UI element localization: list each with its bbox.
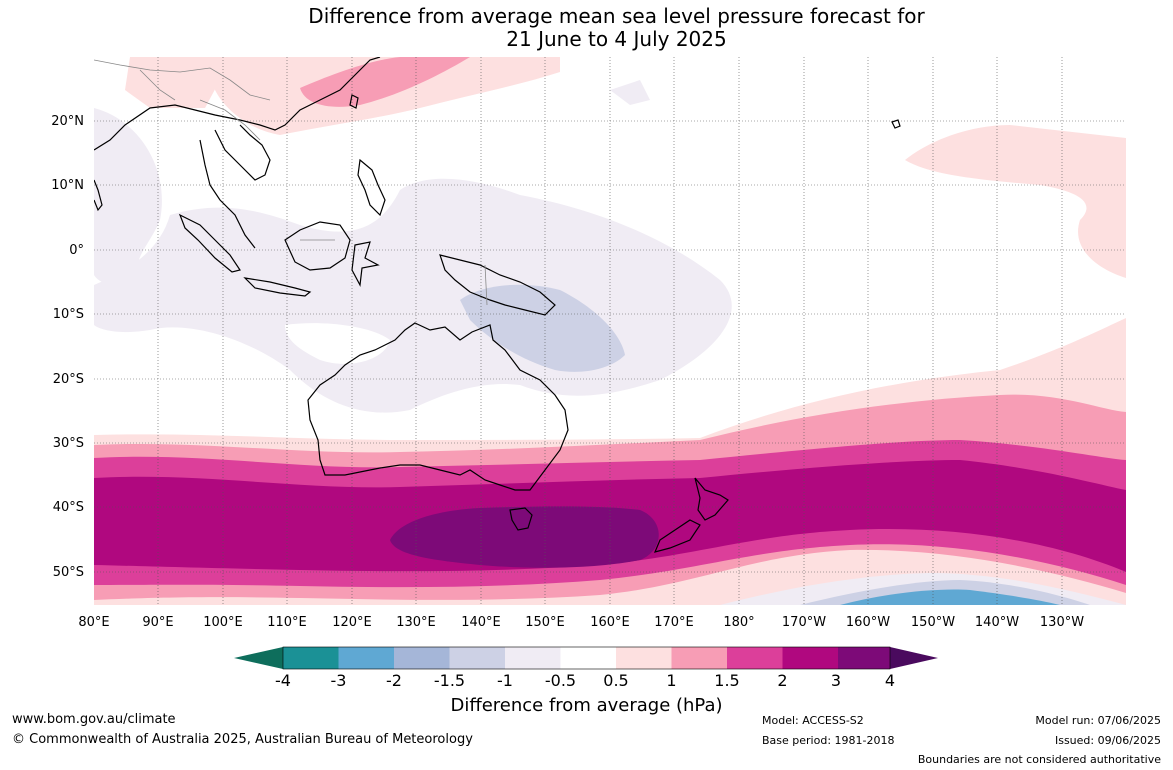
- nz-south-island-coast: [653, 519, 701, 553]
- lat-label: 40°S: [53, 500, 84, 515]
- ne-pacific-positive-anomaly: [905, 125, 1126, 278]
- lon-label: 170°E: [654, 615, 694, 630]
- far-south-negative-core: [840, 589, 1060, 605]
- southern-band-3: [390, 506, 659, 568]
- colorbar-tick-label: 4: [885, 671, 895, 690]
- lon-label: 100°E: [203, 615, 243, 630]
- sulawesi-coast: [351, 241, 380, 287]
- colorbar-tick-label: -4: [275, 671, 291, 690]
- colorbar-tick-label: -1: [497, 671, 513, 690]
- copyright-notice: © Commonwealth of Australia 2025, Austra…: [12, 732, 473, 747]
- country-borders: [94, 59, 488, 306]
- lon-label: 140°E: [461, 615, 501, 630]
- colorbar-swatch: [505, 647, 561, 669]
- lat-label: 20°S: [53, 372, 84, 387]
- colorbar-min-arrow: [234, 647, 283, 669]
- colorbar-swatch: [671, 647, 727, 669]
- lon-label: 160°W: [846, 615, 890, 630]
- taiwan-coast: [349, 94, 359, 109]
- asia-coast: [94, 57, 381, 151]
- lat-label: 20°N: [51, 114, 84, 129]
- pacific-weak-negative-patch: [610, 80, 650, 105]
- colorbar-max-arrow: [890, 647, 938, 669]
- borneo-coast: [284, 221, 351, 271]
- philippines-coast: [357, 158, 386, 217]
- colorbar-tick-label: 3: [831, 671, 841, 690]
- lon-label: 170°W: [782, 615, 826, 630]
- colorbar-swatch: [394, 647, 450, 669]
- india-coast: [94, 179, 103, 212]
- colorbar-swatch: [727, 647, 783, 669]
- bom-website-link[interactable]: www.bom.gov.au/climate: [12, 712, 176, 727]
- indian-ocean-weak-negative: [94, 108, 162, 286]
- lat-label: 0°: [69, 243, 84, 258]
- new-guinea-coast: [439, 254, 556, 316]
- colorbar-tick-label: 1.5: [714, 671, 739, 690]
- colorbar-swatch: [838, 647, 890, 669]
- nz-north-island-coast: [694, 477, 729, 521]
- tasmania-coast: [509, 507, 533, 531]
- lon-label: 160°E: [590, 615, 630, 630]
- colorbar-swatch: [338, 647, 394, 669]
- model-run-date: Model run: 07/06/2025: [1035, 714, 1161, 727]
- colorbar-tick-label: 0.5: [603, 671, 628, 690]
- colorbar-outline: [282, 646, 891, 670]
- lat-label: 50°S: [53, 565, 84, 580]
- anomaly-field: [94, 57, 1126, 605]
- java-coast: [243, 277, 312, 297]
- lon-label: 150°W: [911, 615, 955, 630]
- model-name: Model: ACCESS-S2: [762, 714, 864, 727]
- colorbar-tick-label: -2: [386, 671, 402, 690]
- lat-label: 30°S: [53, 436, 84, 451]
- lon-label: 130°E: [396, 615, 436, 630]
- colorbar-swatch: [560, 647, 616, 669]
- colorbar-tick-label: -3: [331, 671, 347, 690]
- lon-label: 90°E: [142, 615, 173, 630]
- lon-label: 130°W: [1040, 615, 1084, 630]
- colorbar: -4 -3 -2 -1.5 -1 -0.5 0.5 1 1.5 2 3 4: [234, 646, 938, 690]
- colorbar-swatch: [782, 647, 838, 669]
- colorbar-title: Difference from average (hPa): [450, 695, 723, 716]
- colorbar-tick-label: -1.5: [434, 671, 465, 690]
- lon-label: 110°E: [267, 615, 307, 630]
- sumatra-coast: [178, 213, 241, 273]
- lon-label: 140°W: [975, 615, 1019, 630]
- north-positive-anomaly-core: [300, 57, 470, 107]
- coral-sea-negative-anomaly: [460, 284, 625, 372]
- base-period: Base period: 1981-2018: [762, 734, 895, 747]
- lon-label: 150°E: [525, 615, 565, 630]
- lat-label: 10°N: [51, 178, 84, 193]
- malay-peninsula-coast: [199, 139, 256, 249]
- hawaii-coast: [891, 119, 901, 129]
- australia-coast: [307, 322, 569, 491]
- lon-label: 120°E: [332, 615, 372, 630]
- graticule: [94, 57, 1126, 605]
- lon-label: 80°E: [78, 615, 109, 630]
- colorbar-swatch: [283, 647, 339, 669]
- coastlines: [94, 57, 901, 553]
- colorbar-tick-label: 2: [777, 671, 787, 690]
- map-title-line2: 21 June to 4 July 2025: [506, 27, 727, 51]
- boundaries-disclaimer: Boundaries are not considered authoritat…: [917, 753, 1161, 766]
- colorbar-tick-label: -0.5: [545, 671, 576, 690]
- issued-date: Issued: 09/06/2025: [1054, 734, 1161, 747]
- map-title-line1: Difference from average mean sea level p…: [308, 4, 925, 28]
- colorbar-swatch: [449, 647, 505, 669]
- lat-label: 10°S: [53, 307, 84, 322]
- lon-label: 180°: [723, 615, 754, 630]
- colorbar-tick-label: 1: [666, 671, 676, 690]
- colorbar-swatch: [616, 647, 672, 669]
- indochina-coast: [214, 124, 271, 181]
